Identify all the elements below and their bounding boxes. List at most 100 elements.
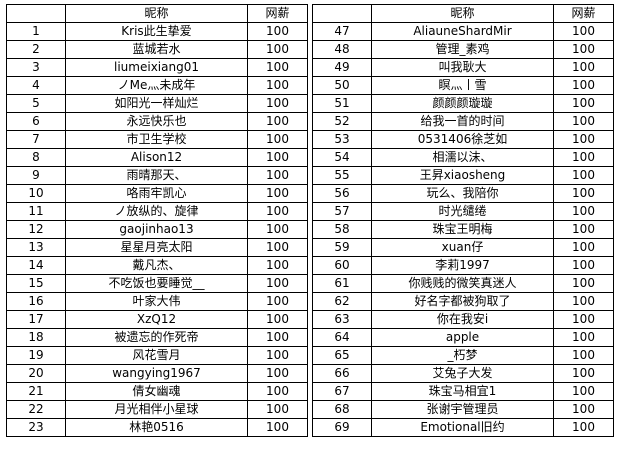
table-row[interactable]: 53 0531406徐芝如 100 — [312, 130, 614, 149]
column-header-nickname[interactable]: 昵称 — [65, 4, 248, 23]
table-row[interactable]: 20 wangying1967 100 — [6, 364, 308, 383]
cell-pay[interactable]: 100 — [247, 184, 308, 203]
cell-pay[interactable]: 100 — [247, 310, 308, 329]
cell-pay[interactable]: 100 — [553, 22, 614, 41]
column-header-pay[interactable]: 网薪 — [553, 4, 614, 23]
cell-index[interactable]: 49 — [312, 58, 372, 77]
cell-nickname[interactable]: 张谢宇管理员 — [371, 400, 554, 419]
cell-index[interactable]: 59 — [312, 238, 372, 257]
cell-index[interactable]: 1 — [6, 22, 66, 41]
table-row[interactable]: 48 管理_素鸡 100 — [312, 40, 614, 59]
cell-pay[interactable]: 100 — [247, 418, 308, 437]
cell-pay[interactable]: 100 — [553, 94, 614, 113]
cell-nickname[interactable]: Emotional旧约 — [371, 418, 554, 437]
cell-index[interactable]: 12 — [6, 220, 66, 239]
table-row[interactable]: 59 xuan仔 100 — [312, 238, 614, 257]
table-row[interactable]: 67 珠宝马相宜1 100 — [312, 382, 614, 401]
cell-nickname[interactable]: apple — [371, 328, 554, 347]
cell-nickname[interactable]: 珠宝马相宜1 — [371, 382, 554, 401]
cell-nickname[interactable]: 李莉1997 — [371, 256, 554, 275]
table-row[interactable]: 18 被遗忘的作死帝 100 — [6, 328, 308, 347]
table-row[interactable]: 2 蓝城若水 100 — [6, 40, 308, 59]
table-row[interactable]: 10 咯雨牢凯心 100 — [6, 184, 308, 203]
cell-pay[interactable]: 100 — [247, 274, 308, 293]
table-row[interactable]: 51 颜颜颜璇璇 100 — [312, 94, 614, 113]
cell-nickname[interactable]: 玩么、我陪你 — [371, 184, 554, 203]
cell-pay[interactable]: 100 — [247, 112, 308, 131]
nickname-pay-table-right[interactable]: 昵称 网薪 47 AliauneShardMir 100 48 管理_素鸡 100 49 叫我… — [312, 4, 614, 437]
cell-pay[interactable]: 100 — [553, 364, 614, 383]
cell-index[interactable]: 67 — [312, 382, 372, 401]
table-row[interactable]: 61 你贱贱的微笑真迷人 100 — [312, 274, 614, 293]
cell-nickname[interactable]: 瞑灬丨雪 — [371, 76, 554, 95]
cell-index[interactable]: 11 — [6, 202, 66, 221]
table-row[interactable]: 17 XzQ12 100 — [6, 310, 308, 329]
cell-pay[interactable]: 100 — [247, 256, 308, 275]
table-row[interactable]: 11 ノ放纵的、旋律 100 — [6, 202, 308, 221]
cell-nickname[interactable]: 你在我安i — [371, 310, 554, 329]
cell-pay[interactable]: 100 — [553, 238, 614, 257]
cell-index[interactable]: 4 — [6, 76, 66, 95]
cell-nickname[interactable]: 市卫生学校 — [65, 130, 248, 149]
table-row[interactable]: 56 玩么、我陪你 100 — [312, 184, 614, 203]
cell-nickname[interactable]: 不吃饭也要睡觉__ — [65, 274, 248, 293]
table-row[interactable]: 54 相濡以沫、 100 — [312, 148, 614, 167]
table-row[interactable]: 4 ノMe灬未成年 100 — [6, 76, 308, 95]
table-row[interactable]: 57 时光缱绻 100 — [312, 202, 614, 221]
cell-index[interactable]: 65 — [312, 346, 372, 365]
table-row[interactable]: 12 gaojinhao13 100 — [6, 220, 308, 239]
cell-pay[interactable]: 100 — [553, 58, 614, 77]
cell-index[interactable]: 69 — [312, 418, 372, 437]
table-row[interactable]: 5 如阳光一样灿烂 100 — [6, 94, 308, 113]
cell-nickname[interactable]: 时光缱绻 — [371, 202, 554, 221]
cell-pay[interactable]: 100 — [553, 274, 614, 293]
cell-nickname[interactable]: 被遗忘的作死帝 — [65, 328, 248, 347]
cell-index[interactable]: 53 — [312, 130, 372, 149]
cell-nickname[interactable]: 你贱贱的微笑真迷人 — [371, 274, 554, 293]
cell-nickname[interactable]: 颜颜颜璇璇 — [371, 94, 554, 113]
table-row[interactable]: 64 apple 100 — [312, 328, 614, 347]
cell-index[interactable]: 6 — [6, 112, 66, 131]
cell-index[interactable]: 2 — [6, 40, 66, 59]
table-row[interactable]: 62 好名字都被狗取了 100 — [312, 292, 614, 311]
cell-pay[interactable]: 100 — [553, 328, 614, 347]
cell-index[interactable]: 16 — [6, 292, 66, 311]
cell-pay[interactable]: 100 — [553, 346, 614, 365]
cell-nickname[interactable]: 珠宝王明梅 — [371, 220, 554, 239]
cell-index[interactable]: 56 — [312, 184, 372, 203]
table-row[interactable]: 3 liumeixiang01 100 — [6, 58, 308, 77]
cell-pay[interactable]: 100 — [553, 202, 614, 221]
table-row[interactable]: 23 林艳0516 100 — [6, 418, 308, 437]
cell-nickname[interactable]: 王昇xiaosheng — [371, 166, 554, 185]
cell-index[interactable]: 20 — [6, 364, 66, 383]
table-row[interactable]: 69 Emotional旧约 100 — [312, 418, 614, 437]
table-row[interactable]: 1 Kris此生挚爱 100 — [6, 22, 308, 41]
cell-pay[interactable]: 100 — [247, 94, 308, 113]
cell-pay[interactable]: 100 — [247, 40, 308, 59]
cell-pay[interactable]: 100 — [247, 58, 308, 77]
cell-pay[interactable]: 100 — [553, 400, 614, 419]
cell-pay[interactable]: 100 — [553, 112, 614, 131]
cell-pay[interactable]: 100 — [553, 418, 614, 437]
cell-index[interactable]: 62 — [312, 292, 372, 311]
column-header-pay[interactable]: 网薪 — [247, 4, 308, 23]
cell-nickname[interactable]: Alison12 — [65, 148, 248, 167]
cell-nickname[interactable]: 蓝城若水 — [65, 40, 248, 59]
cell-index[interactable]: 64 — [312, 328, 372, 347]
cell-index[interactable]: 13 — [6, 238, 66, 257]
cell-index[interactable]: 3 — [6, 58, 66, 77]
cell-nickname[interactable]: 林艳0516 — [65, 418, 248, 437]
cell-pay[interactable]: 100 — [553, 310, 614, 329]
cell-nickname[interactable]: 咯雨牢凯心 — [65, 184, 248, 203]
cell-nickname[interactable]: 叫我耿大 — [371, 58, 554, 77]
cell-nickname[interactable]: ノMe灬未成年 — [65, 76, 248, 95]
table-row[interactable]: 21 倩女幽魂 100 — [6, 382, 308, 401]
cell-index[interactable]: 61 — [312, 274, 372, 293]
cell-index[interactable]: 14 — [6, 256, 66, 275]
cell-nickname[interactable]: 艾兔子大发 — [371, 364, 554, 383]
table-row[interactable]: 14 戴凡杰、 100 — [6, 256, 308, 275]
table-row[interactable]: 7 市卫生学校 100 — [6, 130, 308, 149]
cell-nickname[interactable]: 相濡以沫、 — [371, 148, 554, 167]
cell-pay[interactable]: 100 — [247, 148, 308, 167]
cell-index[interactable]: 54 — [312, 148, 372, 167]
